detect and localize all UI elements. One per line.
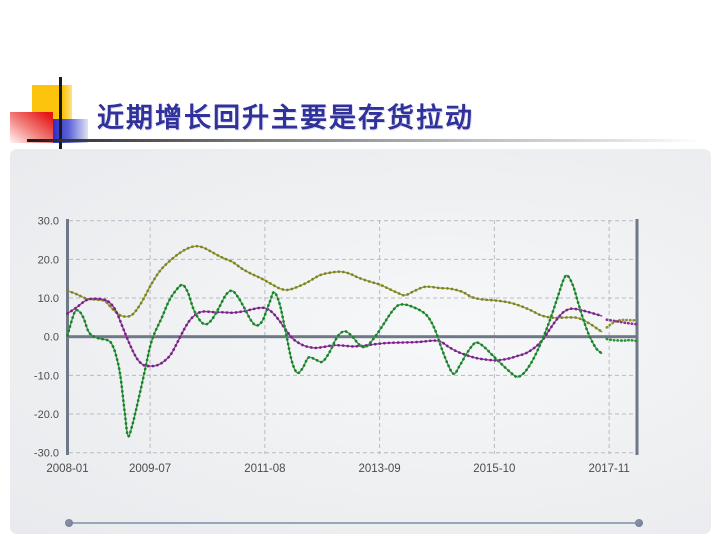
slide-title: 近期增长回升主要是存货拉动 (97, 103, 474, 134)
x-axis-tick-label: 2017-11 (588, 463, 629, 475)
scrollbar-right-handle[interactable] (635, 519, 643, 527)
title-underline (27, 139, 703, 142)
green-series-markers (66, 274, 604, 438)
purple-series-markers (66, 297, 604, 368)
chart-scrollbar-track[interactable] (69, 522, 639, 524)
chart-panel (10, 149, 711, 534)
y-axis-tick-label: -30.0 (34, 448, 59, 460)
decoration-vertical-line (59, 77, 62, 152)
x-axis-tick-label: 2008-01 (46, 463, 88, 475)
x-axis-tick-label: 2011-08 (244, 463, 285, 475)
purple-series-dotted-tail (605, 318, 638, 326)
y-axis-tick-label: 30.0 (38, 216, 59, 228)
y-axis-line (66, 219, 69, 455)
green-series-dotted-tail (605, 337, 638, 343)
right-axis-line (635, 219, 639, 455)
y-axis-tick-label: -10.0 (34, 370, 59, 382)
olive-series-dotted-tail (605, 318, 638, 329)
x-axis-tick-label: 2009-07 (129, 463, 171, 475)
y-axis-tick-label: 10.0 (38, 293, 59, 305)
y-axis-tick-label: -20.0 (34, 409, 59, 421)
scrollbar-left-handle[interactable] (65, 519, 73, 527)
x-axis-tick-label: 2015-10 (473, 463, 515, 475)
y-axis-tick-label: 20.0 (38, 254, 59, 266)
olive-series-markers (66, 244, 604, 334)
x-axis-tick-label: 2013-09 (359, 463, 401, 475)
y-axis-tick-label: 0.0 (44, 332, 59, 344)
decoration-red-square (10, 112, 53, 143)
